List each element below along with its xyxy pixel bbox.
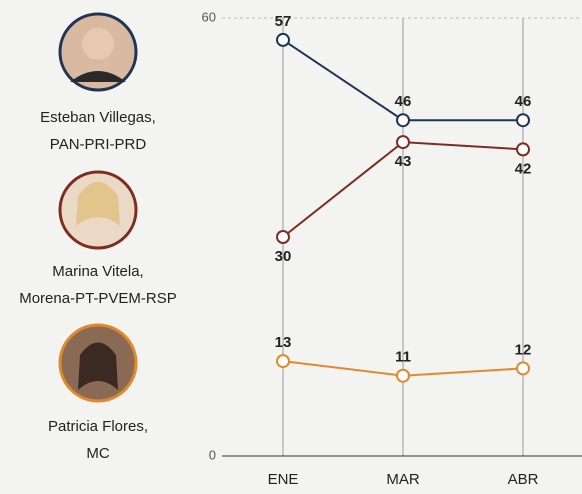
point bbox=[396, 135, 410, 150]
data-label: 46 bbox=[515, 93, 532, 110]
data-label: 12 bbox=[515, 341, 532, 358]
y-tick-label: 60 bbox=[202, 9, 216, 24]
point bbox=[396, 368, 410, 383]
data-label: 11 bbox=[395, 349, 411, 366]
point bbox=[276, 354, 290, 369]
legend-label: Marina Vitela, bbox=[52, 263, 143, 280]
x-tick-label: MAR bbox=[386, 471, 420, 488]
point bbox=[276, 32, 290, 47]
point bbox=[276, 230, 290, 244]
point bbox=[516, 113, 530, 128]
data-label: 43 bbox=[395, 153, 412, 170]
photo bbox=[58, 170, 138, 250]
point bbox=[396, 113, 410, 128]
photo bbox=[58, 12, 138, 92]
x-tick-label: ABR bbox=[508, 471, 539, 488]
x-tick-label: ENE bbox=[268, 471, 299, 488]
legend-label: Patricia Flores, bbox=[48, 418, 148, 435]
data-label: 42 bbox=[515, 160, 532, 177]
photo bbox=[58, 323, 138, 403]
data-label: 57 bbox=[275, 13, 292, 30]
legend-label: Morena-PT-PVEM-RSP bbox=[19, 290, 177, 307]
legend-label: MC bbox=[86, 445, 109, 462]
y-tick-label: 0 bbox=[209, 447, 216, 462]
legend-label: Esteban Villegas, bbox=[40, 109, 156, 126]
point bbox=[516, 361, 530, 376]
point bbox=[516, 142, 530, 157]
data-label: 46 bbox=[395, 93, 412, 110]
legend-label: PAN-PRI-PRD bbox=[50, 136, 147, 153]
data-label: 13 bbox=[275, 334, 292, 351]
data-label: 30 bbox=[275, 248, 292, 265]
